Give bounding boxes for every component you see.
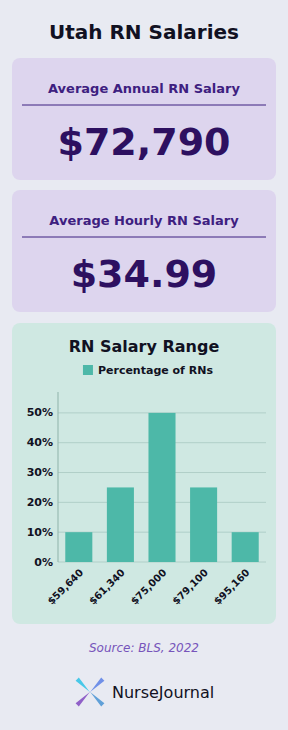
background (0, 0, 288, 730)
bar (65, 532, 92, 562)
stat-value: $72,790 (57, 120, 230, 164)
bar (107, 487, 134, 562)
stat-value: $34.99 (71, 252, 218, 296)
logo-part (76, 678, 91, 693)
page: Utah RN Salaries Average Annual RN Salary… (0, 0, 288, 730)
logo-part (76, 691, 91, 706)
chart-title: RN Salary Range (69, 337, 220, 356)
legend-label: Percentage of RNs (98, 364, 213, 377)
bar (190, 487, 217, 562)
x-tick-label: $75,000 (129, 567, 169, 607)
y-tick-label: 10% (27, 526, 53, 539)
y-tick-label: 30% (27, 466, 53, 479)
y-tick-label: 50% (27, 406, 53, 419)
logo-icon (76, 678, 105, 707)
title: Utah RN Salaries (49, 20, 239, 44)
stat-label: Average Hourly RN Salary (49, 213, 239, 228)
chart-panel (12, 323, 276, 624)
stat-underline (22, 105, 266, 106)
legend-swatch (83, 365, 93, 375)
y-tick-label: 40% (27, 436, 53, 449)
y-axis-line (58, 392, 59, 562)
bars (65, 413, 258, 562)
stat-label: Average Annual RN Salary (48, 81, 240, 96)
y-tick-label: 0% (34, 556, 53, 569)
stat-underline (22, 237, 266, 238)
logo-part (89, 678, 104, 693)
bar (232, 532, 259, 562)
x-tick-label: $59,640 (45, 567, 85, 607)
x-tick-label: $95,160 (212, 567, 252, 607)
infographic: Utah RN Salaries Average Annual RN Salary… (0, 0, 288, 730)
stat-box (12, 58, 276, 180)
x-tick-label: $79,100 (170, 567, 210, 607)
bar (148, 413, 175, 562)
x-tick-label: $61,340 (87, 567, 127, 607)
logo-part (89, 691, 104, 706)
y-tick-label: 20% (27, 496, 53, 509)
logo-text: NurseJournal (112, 683, 214, 702)
legend: Percentage of RNs (83, 364, 213, 377)
stat-box (12, 190, 276, 312)
source: Source: BLS, 2022 (89, 641, 199, 655)
